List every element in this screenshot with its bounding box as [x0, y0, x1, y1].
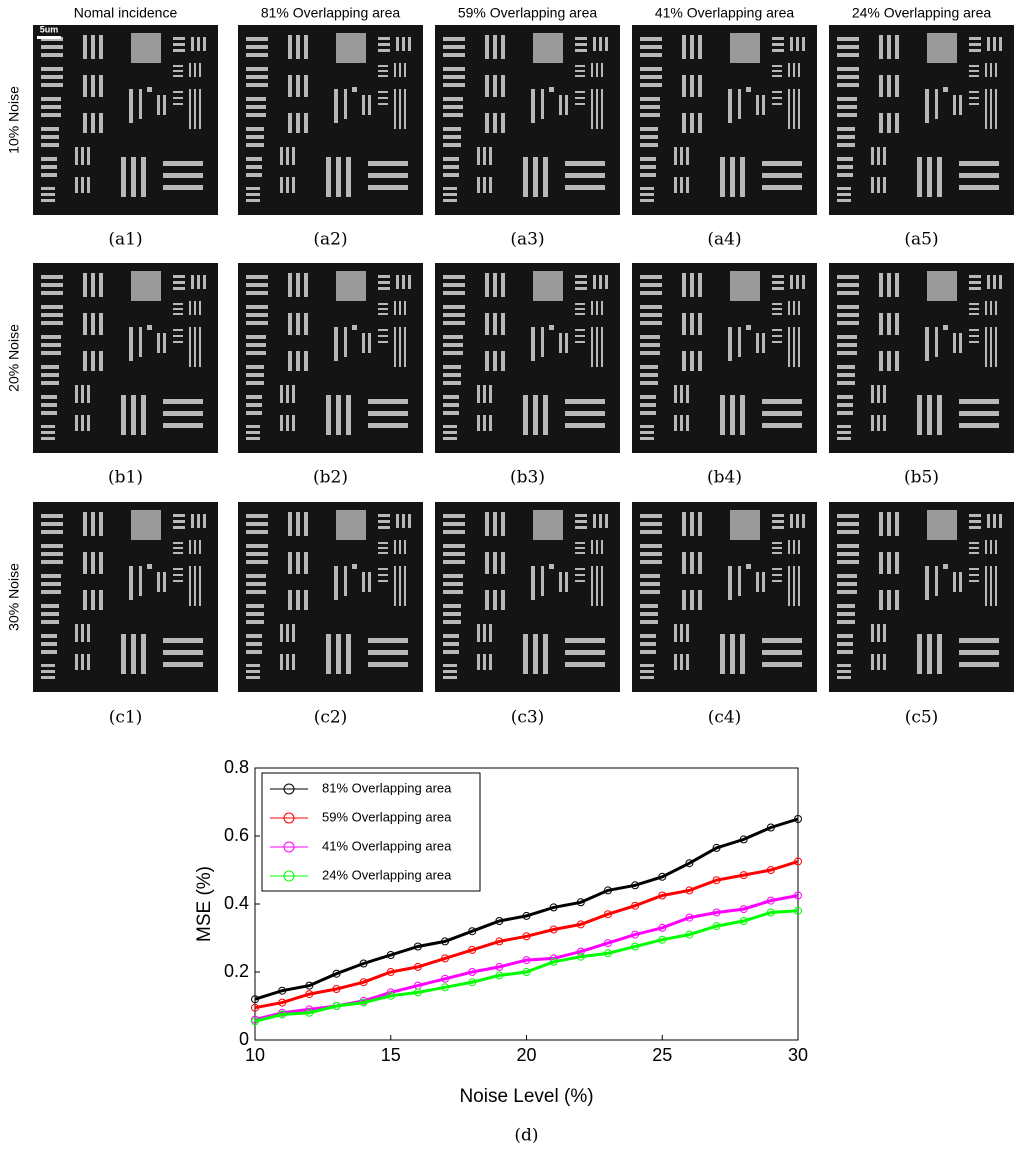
legend-label: 24% Overlapping area: [322, 867, 452, 882]
reconstruction-image: [435, 25, 620, 215]
row-label: 30% Noise: [6, 563, 22, 631]
legend-label: 81% Overlapping area: [322, 780, 452, 795]
reconstruction-image: [829, 263, 1014, 453]
series-line: [255, 911, 798, 1022]
legend-label: 59% Overlapping area: [322, 809, 452, 824]
x-tick-label: 30: [788, 1045, 808, 1065]
column-header: 59% Overlapping area: [458, 5, 598, 21]
panel-caption: (b2): [313, 468, 348, 488]
row-label: 10% Noise: [6, 86, 22, 154]
panel-caption: (c2): [314, 708, 348, 728]
panel-caption: (a4): [707, 230, 741, 250]
reconstruction-image: [238, 25, 423, 215]
panel-caption: (a1): [108, 230, 142, 250]
y-tick-label: 0.4: [224, 893, 249, 913]
x-tick-label: 10: [245, 1045, 265, 1065]
reconstruction-image: [632, 502, 817, 692]
x-tick-label: 25: [652, 1045, 672, 1065]
y-tick-label: 0.2: [224, 961, 249, 981]
panel-caption: (c3): [511, 708, 545, 728]
panel-caption: (b5): [904, 468, 939, 488]
column-header: 41% Overlapping area: [655, 5, 795, 21]
panel-caption: (c5): [905, 708, 939, 728]
image-grid: Nomal incidence 81% Overlapping area 59% O…: [6, 5, 1014, 728]
reconstruction-image: [829, 25, 1014, 215]
y-axis-label: MSE (%): [194, 866, 215, 942]
row-label: 20% Noise: [6, 324, 22, 392]
reconstruction-image: [33, 25, 218, 215]
page: Nomal incidence 81% Overlapping area 59% O…: [0, 0, 1017, 1151]
scale-bar: [37, 36, 61, 39]
series-line: [255, 896, 798, 1020]
reconstruction-image: [435, 263, 620, 453]
panel-caption: (a3): [510, 230, 544, 250]
panel-caption: (c1): [109, 708, 143, 728]
reconstruction-image: [33, 263, 218, 453]
y-tick-label: 0.8: [224, 757, 249, 777]
x-tick-label: 15: [381, 1045, 401, 1065]
reconstruction-image: [632, 263, 817, 453]
y-tick-label: 0.6: [224, 825, 249, 845]
panel-caption: (a5): [904, 230, 938, 250]
reconstruction-image: [435, 502, 620, 692]
panel-caption: (b1): [108, 468, 143, 488]
column-header: Nomal incidence: [74, 5, 178, 21]
figure: Nomal incidence 81% Overlapping area 59% O…: [0, 0, 1017, 1151]
panel-caption: (b4): [707, 468, 742, 488]
chart-caption: (d): [514, 1126, 538, 1146]
x-tick-label: 20: [516, 1045, 536, 1065]
panel-caption: (a2): [313, 230, 347, 250]
reconstruction-image: [238, 502, 423, 692]
reconstruction-image: [632, 25, 817, 215]
scale-label: 5um: [40, 24, 59, 34]
panel-caption: (b3): [510, 468, 545, 488]
legend-label: 41% Overlapping area: [322, 838, 452, 853]
x-axis-label: Noise Level (%): [459, 1086, 593, 1107]
column-header: 81% Overlapping area: [261, 5, 401, 21]
column-header: 24% Overlapping area: [852, 5, 992, 21]
reconstruction-image: [33, 502, 218, 692]
reconstruction-image: [829, 502, 1014, 692]
reconstruction-image: [238, 263, 423, 453]
panel-caption: (c4): [708, 708, 742, 728]
